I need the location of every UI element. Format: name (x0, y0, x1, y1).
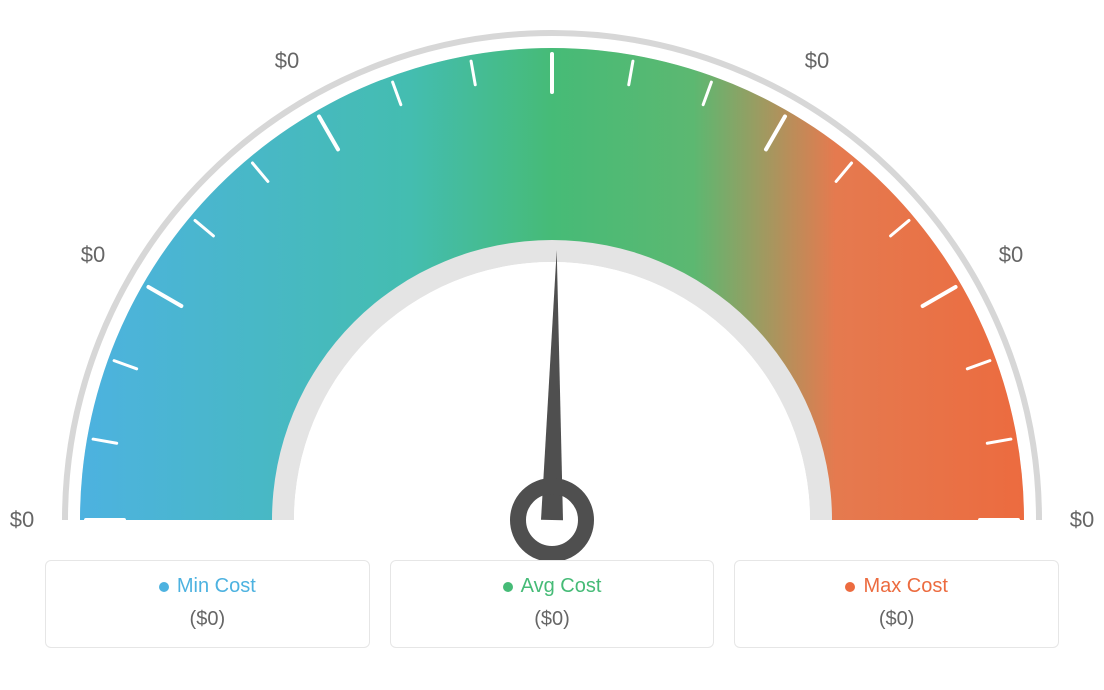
legend-card-avg: Avg Cost ($0) (390, 560, 715, 648)
gauge-svg (0, 0, 1104, 560)
legend-value-avg: ($0) (401, 608, 704, 631)
legend-value-max: ($0) (745, 608, 1048, 631)
gauge-tick-label: $0 (1070, 507, 1094, 533)
legend-title-max: Max Cost (845, 575, 947, 598)
legend-card-max: Max Cost ($0) (734, 560, 1059, 648)
legend-title-avg: Avg Cost (503, 575, 602, 598)
gauge-tick-label: $0 (275, 48, 299, 74)
legend-dot-avg (503, 582, 513, 592)
legend-row: Min Cost ($0) Avg Cost ($0) Max Cost ($0… (0, 560, 1104, 648)
gauge-tick-label: $0 (805, 48, 829, 74)
legend-label-avg: Avg Cost (521, 575, 602, 598)
gauge-tick-label: $0 (540, 0, 564, 3)
gauge-chart: $0 $0 $0 $0 $0 $0 $0 (0, 0, 1104, 560)
gauge-tick-label: $0 (10, 507, 34, 533)
gauge-tick-label: $0 (81, 242, 105, 268)
legend-value-min: ($0) (56, 608, 359, 631)
legend-title-min: Min Cost (159, 575, 256, 598)
gauge-tick-label: $0 (999, 242, 1023, 268)
legend-card-min: Min Cost ($0) (45, 560, 370, 648)
legend-label-min: Min Cost (177, 575, 256, 598)
legend-label-max: Max Cost (863, 575, 947, 598)
legend-dot-max (845, 582, 855, 592)
legend-dot-min (159, 582, 169, 592)
